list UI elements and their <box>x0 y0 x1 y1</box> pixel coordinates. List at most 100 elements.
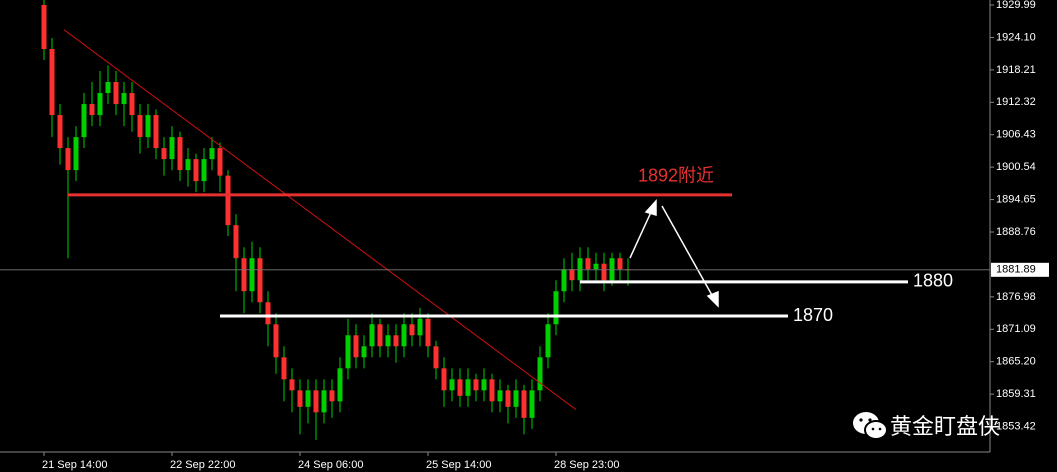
y-tick-label: 1924.10 <box>996 31 1036 43</box>
candle-body <box>457 379 463 396</box>
candle-body <box>265 302 271 325</box>
y-tick-label: 1906.43 <box>996 129 1036 141</box>
candle-body <box>273 324 279 358</box>
candle-body <box>609 258 615 281</box>
level-label: 1880 <box>913 271 953 291</box>
level-label: 1870 <box>793 305 833 325</box>
candle-body <box>377 324 383 347</box>
y-tick-label: 1894.65 <box>996 193 1036 205</box>
candle-body <box>105 82 111 94</box>
y-tick-label: 1918.21 <box>996 64 1036 76</box>
candle-body <box>465 379 471 396</box>
watermark-text: 黄金盯盘侠 <box>890 415 1001 440</box>
candle-body <box>521 390 527 418</box>
candle-body <box>481 379 487 391</box>
candle-body <box>313 390 319 413</box>
level-label: 1892附近 <box>638 166 714 186</box>
candle-body <box>601 263 607 281</box>
candle-body <box>545 324 551 358</box>
candle-body <box>329 390 335 402</box>
last-price-label: 1881.89 <box>996 264 1036 276</box>
x-tick-label: 22 Sep 22:00 <box>170 459 235 471</box>
candle-body <box>409 324 415 336</box>
candle-body <box>153 115 159 149</box>
y-tick-label: 1853.42 <box>996 420 1036 432</box>
candle-body <box>145 115 151 138</box>
candle-body <box>529 390 535 418</box>
candle-body <box>585 258 591 270</box>
candle-body <box>353 335 359 358</box>
candle-body <box>81 104 87 138</box>
candle-body <box>137 115 143 138</box>
candle-body <box>249 258 255 292</box>
y-tick-label: 1871.09 <box>996 323 1036 335</box>
candle-body <box>89 104 95 116</box>
candle-body <box>233 225 239 259</box>
candle-body <box>41 4 47 49</box>
candle-body <box>505 390 511 407</box>
candle-body <box>561 269 567 292</box>
candle-body <box>401 324 407 347</box>
candle-body <box>433 346 439 369</box>
candle-body <box>57 115 63 149</box>
candle-body <box>281 357 287 380</box>
candle-body <box>121 93 127 105</box>
candle-body <box>201 159 207 182</box>
candle-body <box>489 379 495 402</box>
candle-body <box>425 318 431 347</box>
y-tick-label: 1929.99 <box>996 0 1036 11</box>
candle-body <box>113 82 119 105</box>
candle-body <box>65 148 71 171</box>
candle-body <box>97 93 103 116</box>
candle-body <box>257 258 263 303</box>
candle-body <box>177 137 183 171</box>
watermark: 黄金盯盘侠 <box>850 408 1000 442</box>
y-tick-label: 1876.98 <box>996 291 1036 303</box>
candle-body <box>385 335 391 347</box>
candle-body <box>49 48 55 116</box>
candle-body <box>73 137 79 171</box>
candle-body <box>473 379 479 391</box>
candle-body <box>161 148 167 160</box>
x-tick-label: 21 Sep 14:00 <box>42 459 107 471</box>
candle-body <box>217 148 223 176</box>
candle-body <box>129 93 135 116</box>
candle-body <box>209 148 215 160</box>
candle-body <box>553 291 559 325</box>
candle-body <box>369 324 375 347</box>
candle-body <box>441 368 447 391</box>
x-tick-label: 25 Sep 14:00 <box>426 459 491 471</box>
candle-body <box>569 269 575 281</box>
y-tick-label: 1900.54 <box>996 161 1036 173</box>
candle-body <box>513 390 519 407</box>
candle-body <box>193 159 199 182</box>
candle-body <box>337 368 343 402</box>
x-tick-label: 24 Sep 06:00 <box>298 459 363 471</box>
candle-body <box>169 137 175 160</box>
trendline <box>63 29 577 411</box>
candle-body <box>185 159 191 171</box>
y-tick-label: 1859.31 <box>996 388 1036 400</box>
candle-body <box>537 357 543 391</box>
candle-body <box>345 335 351 369</box>
y-tick-label: 1865.20 <box>996 356 1036 368</box>
y-tick-label: 1912.32 <box>996 96 1036 108</box>
candle-body <box>297 390 303 407</box>
candle-body <box>289 379 295 391</box>
y-tick-label: 1888.76 <box>996 226 1036 238</box>
arrows <box>629 199 719 308</box>
candle-body <box>577 258 583 281</box>
candle-body <box>321 390 327 413</box>
candle-body <box>617 258 623 270</box>
candle-body <box>225 175 231 226</box>
candle-body <box>393 335 399 347</box>
candle-body <box>361 346 367 358</box>
last-price-box <box>991 262 1049 277</box>
candle-body <box>449 379 455 391</box>
candle-body <box>305 390 311 407</box>
candle-body <box>593 263 599 270</box>
candle-body <box>497 390 503 402</box>
candle-body <box>417 318 423 336</box>
